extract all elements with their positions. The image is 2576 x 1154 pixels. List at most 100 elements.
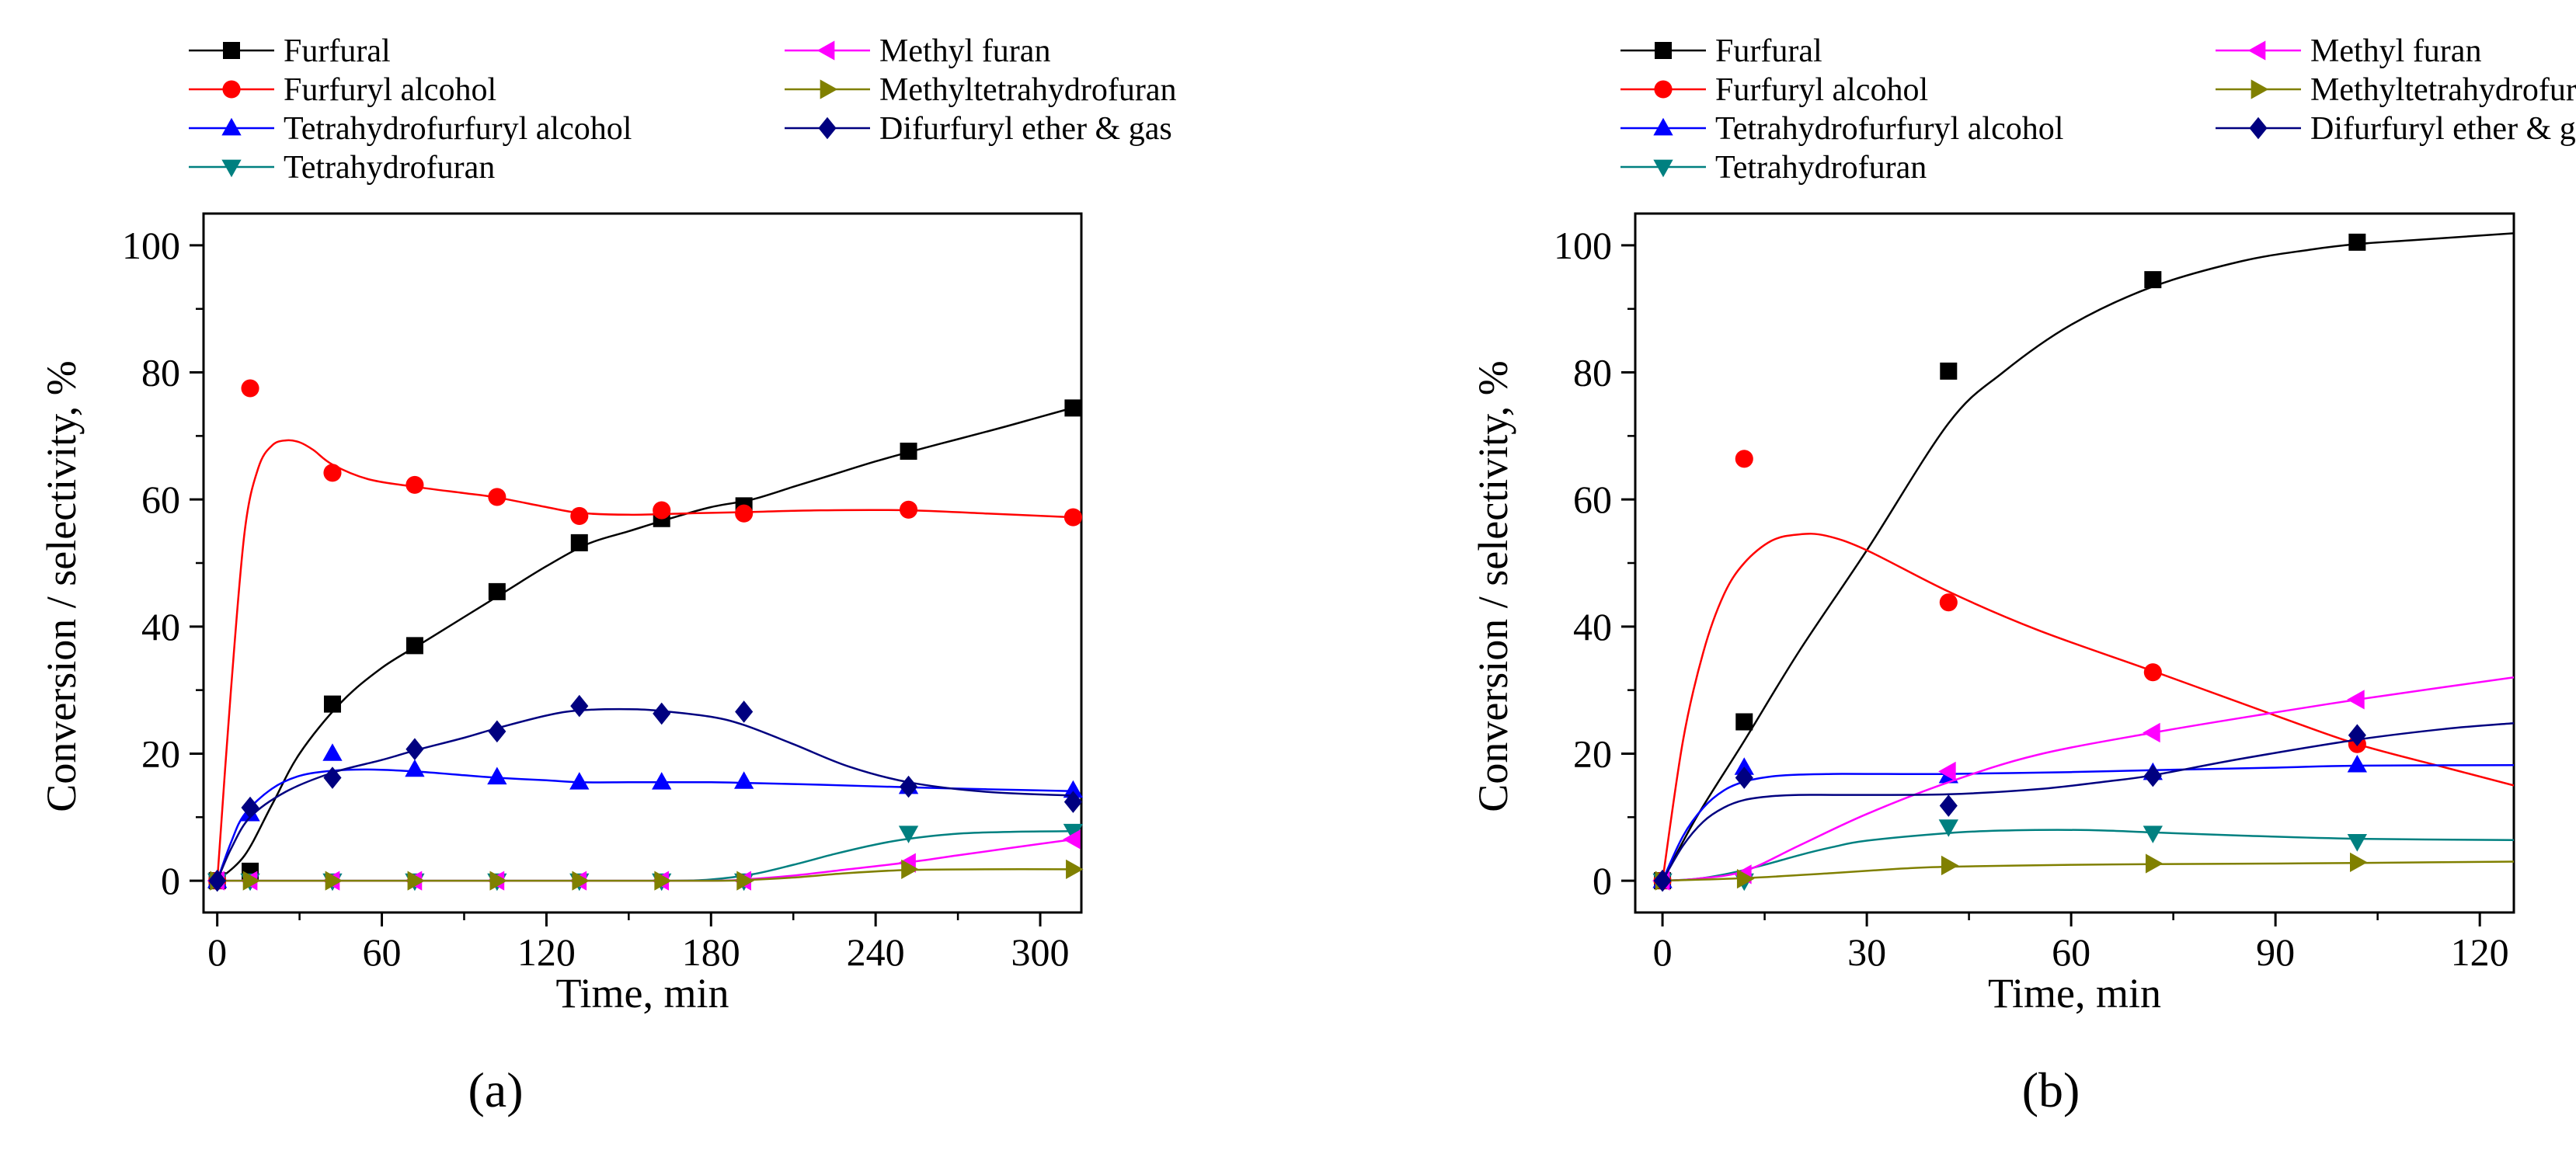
data-point-furfuryl-alcohol <box>323 464 342 482</box>
fit-curve-tetrahydrofurfuryl-alcohol <box>1661 763 2514 881</box>
legend-marker-triangle-right <box>2251 79 2269 99</box>
legend-marker-triangle-down <box>221 159 242 178</box>
data-point-difurfuryl-ether-and-gas <box>653 702 671 725</box>
x-tick-label: 240 <box>847 930 905 974</box>
data-point-tetrahydrofuran <box>898 826 919 843</box>
legend-item-difurfuryl-ether-and-gas: Difurfuryl ether & gas <box>2216 111 2576 147</box>
data-point-methyltetrahydrofuran <box>2145 853 2163 874</box>
data-point-furfuryl-alcohol <box>241 379 259 398</box>
data-point-tetrahydrofurfuryl-alcohol <box>734 771 754 789</box>
legend-label: Methyltetrahydrofuran <box>2310 72 2576 108</box>
x-tick-label: 180 <box>682 930 740 974</box>
data-point-tetrahydrofurfuryl-alcohol <box>569 772 590 790</box>
legend-marker-square <box>223 42 240 59</box>
legend-marker-circle <box>1654 80 1673 99</box>
plot-frame <box>202 212 1083 914</box>
fit-curve-tetrahydrofuran <box>217 830 1074 882</box>
fit-curve-furfuryl-alcohol <box>216 439 1074 881</box>
panel-a-chart: 0 60 120 180 240 300 0 20 40 60 80 100 Time, min Conv… <box>38 33 1177 1017</box>
data-point-tetrahydrofuran <box>2143 826 2163 843</box>
data-point-methyltetrahydrofuran <box>489 871 508 891</box>
series-tetrahydrofurfuryl-alcohol <box>1652 754 2514 888</box>
data-point-tetrahydrofurfuryl-alcohol <box>405 759 425 777</box>
fit-curve-methyl-furan <box>217 838 1074 882</box>
fit-curve-furfural <box>216 404 1081 882</box>
data-point-furfuryl-alcohol <box>2143 663 2162 682</box>
y-axis-title: Conversion / selectivity, % <box>38 360 85 812</box>
fit-curve-methyl-furan <box>1662 676 2514 882</box>
data-point-furfuryl-alcohol <box>488 488 506 506</box>
x-tick-label: 120 <box>517 930 576 974</box>
legend-item-tetrahydrofuran: Tetrahydrofuran <box>1620 150 1927 186</box>
legend-marker-diamond <box>2249 116 2268 140</box>
data-point-difurfuryl-ether-and-gas <box>241 796 259 819</box>
x-tick-label: 0 <box>1653 930 1673 974</box>
x-tick-label: 90 <box>2256 930 2295 974</box>
fit-curve-tetrahydrofurfuryl-alcohol <box>216 768 1074 881</box>
data-point-difurfuryl-ether-and-gas <box>1653 869 1672 892</box>
x-axis-title: Time, min <box>1988 970 2161 1017</box>
legend-label: Furfuryl alcohol <box>284 72 496 108</box>
data-point-furfuryl-alcohol <box>653 501 671 520</box>
data-point-difurfuryl-ether-and-gas <box>735 700 754 723</box>
data-point-furfural <box>570 534 588 551</box>
legend-marker-triangle-down <box>1653 159 1673 178</box>
legend-label: Methyltetrahydrofuran <box>879 72 1177 108</box>
legend-item-furfural: Furfural <box>1620 33 1822 69</box>
data-point-methyl-furan <box>2143 722 2160 743</box>
data-point-furfuryl-alcohol <box>1735 450 1753 468</box>
data-point-difurfuryl-ether-and-gas <box>406 738 424 761</box>
data-point-difurfuryl-ether-and-gas <box>1063 791 1082 813</box>
data-point-methyltetrahydrofuran <box>407 871 426 891</box>
y-tick-label: 60 <box>1573 478 1612 521</box>
y-axis-title: Conversion / selectivity, % <box>1470 360 1516 812</box>
data-point-difurfuryl-ether-and-gas <box>570 694 589 718</box>
y-tick-label: 20 <box>1573 732 1612 775</box>
data-point-furfuryl-alcohol <box>1063 508 1082 527</box>
legend-item-tetrahydrofurfuryl-alcohol: Tetrahydrofurfuryl alcohol <box>189 111 632 147</box>
data-point-furfural <box>323 695 341 713</box>
series-furfuryl-alcohol <box>1653 450 2514 890</box>
legend-item-methyl-furan: Methyl furan <box>785 33 1050 69</box>
data-point-tetrahydrofurfuryl-alcohol <box>652 772 672 790</box>
data-point-methyltetrahydrofuran <box>325 871 343 891</box>
legend-marker-triangle-left <box>2247 40 2266 61</box>
y-tick-label: 80 <box>141 351 180 395</box>
legend-label: Tetrahydrofurfuryl alcohol <box>284 111 632 147</box>
data-point-tetrahydrofurfuryl-alcohol <box>1063 780 1084 798</box>
plot-frame <box>1634 212 2515 914</box>
legend-item-difurfuryl-ether-and-gas: Difurfuryl ether & gas <box>785 111 1172 147</box>
legend-marker-triangle-up <box>1653 117 1673 136</box>
data-point-methyl-furan <box>1938 761 1956 782</box>
series-tetrahydrofuran <box>1652 819 2514 892</box>
data-point-methyltetrahydrofuran <box>1736 868 1755 889</box>
legend-marker-triangle-right <box>820 79 838 99</box>
fit-curve-difurfuryl-ether-and-gas <box>216 707 1074 881</box>
legend-item-furfural: Furfural <box>189 33 391 69</box>
data-point-furfuryl-alcohol <box>735 504 754 523</box>
x-axis-title: Time, min <box>555 970 729 1017</box>
legend-marker-circle <box>222 80 241 99</box>
legend-label: Methyl furan <box>2310 33 2481 69</box>
legend-item-tetrahydrofurfuryl-alcohol: Tetrahydrofurfuryl alcohol <box>1620 111 2063 147</box>
series-difurfuryl-ether-and-gas <box>1653 721 2514 892</box>
y-tick-label: 100 <box>122 224 180 267</box>
data-point-difurfuryl-ether-and-gas <box>1735 766 1753 789</box>
data-point-methyltetrahydrofuran <box>901 859 919 880</box>
x-tick-label: 0 <box>207 930 227 974</box>
legend-item-methyltetrahydrofuran: Methyltetrahydrofuran <box>2216 72 2576 108</box>
data-point-furfural <box>1064 399 1082 417</box>
data-point-furfuryl-alcohol <box>406 475 424 494</box>
y-tick-label: 40 <box>1573 605 1612 648</box>
data-point-difurfuryl-ether-and-gas <box>208 869 227 892</box>
x-tick-label: 60 <box>2052 930 2090 974</box>
legend-label: Tetrahydrofuran <box>1715 150 1927 186</box>
data-point-furfural <box>1735 713 1753 731</box>
data-point-difurfuryl-ether-and-gas <box>2348 724 2366 747</box>
data-point-methyltetrahydrofuran <box>736 871 754 891</box>
legend-label: Furfural <box>1715 33 1822 69</box>
legend-marker-triangle-left <box>816 40 835 61</box>
data-point-furfuryl-alcohol <box>899 500 918 519</box>
fit-curve-difurfuryl-ether-and-gas <box>1662 721 2514 881</box>
